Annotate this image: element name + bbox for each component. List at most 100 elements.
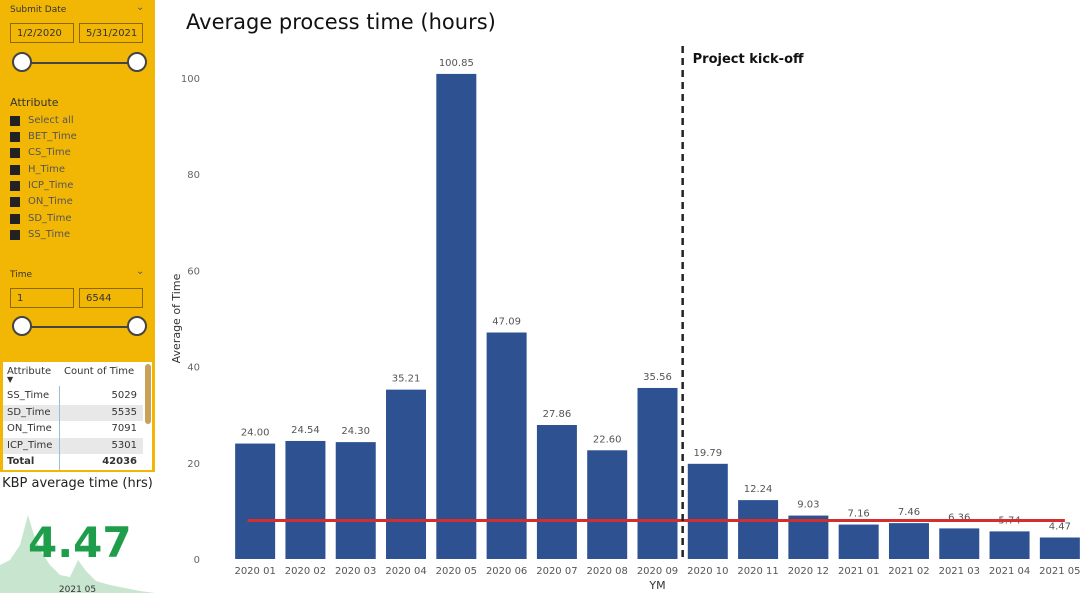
kpi-sparkline (0, 515, 155, 593)
bar[interactable] (587, 450, 628, 559)
data-label: 35.56 (643, 372, 672, 383)
attribute-option[interactable]: H_Time (10, 164, 65, 178)
y-axis-label: Average of Time (170, 273, 183, 363)
data-label: 27.86 (543, 409, 572, 420)
bar[interactable] (1039, 537, 1080, 559)
bar[interactable] (536, 424, 577, 559)
table-header: Attribute ▼ Count of Time (3, 362, 143, 386)
table-row: ICP_Time 5301 (3, 438, 143, 454)
x-tick-label: 2020 12 (788, 566, 829, 577)
bar-chart: 0 20 40 60 80 100 Average of Time 24.00 2020 01 2… (170, 46, 1081, 592)
checkbox-icon[interactable] (10, 164, 20, 175)
table-total-row: Total 42036 (7, 456, 137, 467)
attribute-option[interactable]: BET_Time (10, 131, 77, 145)
bar[interactable] (687, 463, 728, 559)
x-tick-label: 2020 09 (637, 566, 678, 577)
bar[interactable] (235, 443, 276, 559)
check-icon: ✓ (112, 538, 124, 554)
time-slider-min-handle[interactable] (12, 316, 32, 336)
bar[interactable] (285, 440, 326, 559)
bar[interactable] (888, 523, 929, 559)
table-scrollbar[interactable] (145, 364, 151, 424)
bar[interactable] (738, 500, 779, 559)
x-tick-label: 2020 11 (737, 566, 778, 577)
data-label: 24.30 (341, 426, 370, 437)
time-max-input[interactable]: 6544 (79, 288, 143, 308)
x-tick-label: 2021 03 (939, 566, 980, 577)
x-tick-label: 2020 04 (385, 566, 426, 577)
bar[interactable] (486, 332, 527, 559)
time-slicer-label: Time (10, 270, 33, 280)
data-label: 12.24 (744, 484, 773, 495)
bar[interactable] (386, 389, 427, 559)
checkbox-icon[interactable] (10, 196, 20, 207)
data-label: 9.03 (797, 500, 819, 511)
kpi-period: 2021 05 (58, 585, 97, 595)
checkbox-icon[interactable] (10, 213, 20, 224)
kpi-title: KBP average time (hrs) (2, 476, 153, 491)
bar[interactable] (989, 531, 1030, 559)
y-tick-label: 0 (194, 555, 200, 566)
chevron-down-icon[interactable]: ⌄ (136, 2, 145, 13)
bar[interactable] (436, 73, 477, 559)
time-min-input[interactable]: 1 (10, 288, 74, 308)
chart-title: Average process time (hours) (186, 10, 496, 34)
attribute-option[interactable]: ICP_Time (10, 180, 73, 194)
data-label: 35.21 (392, 374, 421, 385)
column-header-attribute[interactable]: Attribute (7, 366, 52, 377)
bar[interactable] (788, 515, 829, 559)
bar[interactable] (335, 442, 376, 559)
checkbox-icon[interactable] (10, 180, 20, 191)
data-label: 7.46 (898, 507, 920, 518)
time-slider-track[interactable] (22, 326, 138, 328)
data-label: 24.54 (291, 425, 320, 436)
submit-date-label: Submit Date (10, 5, 67, 15)
time-slider-max-handle[interactable] (127, 316, 147, 336)
checkbox-icon[interactable] (10, 115, 20, 126)
bar[interactable] (838, 524, 879, 559)
attribute-option[interactable]: Select all (10, 115, 74, 129)
checkbox-icon[interactable] (10, 229, 20, 240)
y-tick-label: 40 (187, 363, 200, 374)
filter-panel: Submit Date ⌄ 1/2/2020 5/31/2021 Attribu… (0, 0, 155, 472)
data-label: 7.16 (848, 509, 870, 520)
x-tick-label: 2021 04 (989, 566, 1030, 577)
data-label: 19.79 (693, 448, 722, 459)
bar[interactable] (939, 528, 980, 559)
attribute-option[interactable]: ON_Time (10, 196, 73, 210)
bar[interactable] (637, 387, 678, 559)
x-tick-label: 2020 07 (536, 566, 577, 577)
x-tick-label: 2020 08 (587, 566, 628, 577)
x-axis-label: YM (648, 579, 665, 592)
column-divider (59, 386, 60, 470)
data-label: 24.00 (241, 428, 270, 439)
y-tick-label: 80 (187, 170, 200, 181)
y-tick-label: 20 (187, 459, 200, 470)
y-tick-label: 60 (187, 266, 200, 277)
x-tick-label: 2020 01 (234, 566, 275, 577)
data-label: 22.60 (593, 434, 622, 445)
date-slider-track[interactable] (22, 62, 138, 64)
x-tick-label: 2020 02 (285, 566, 326, 577)
x-tick-label: 2020 10 (687, 566, 728, 577)
column-header-count[interactable]: Count of Time (64, 366, 135, 377)
date-slider-end-handle[interactable] (127, 52, 147, 72)
attribute-option[interactable]: CS_Time (10, 147, 71, 161)
chevron-down-icon[interactable]: ⌄ (136, 266, 145, 277)
data-label: 100.85 (439, 58, 474, 69)
table-row: SD_Time 5535 (3, 405, 143, 421)
attribute-option[interactable]: SD_Time (10, 213, 72, 227)
date-slider-start-handle[interactable] (12, 52, 32, 72)
attribute-option[interactable]: SS_Time (10, 229, 70, 243)
checkbox-icon[interactable] (10, 131, 20, 142)
data-label: 6.36 (948, 512, 970, 523)
start-date-input[interactable]: 1/2/2020 (10, 23, 74, 43)
x-tick-label: 2020 03 (335, 566, 376, 577)
y-tick-label: 100 (181, 74, 200, 85)
data-label: 47.09 (492, 316, 521, 327)
x-tick-label: 2020 05 (436, 566, 477, 577)
sort-desc-icon[interactable]: ▼ (7, 375, 14, 384)
end-date-input[interactable]: 5/31/2021 (79, 23, 143, 43)
checkbox-icon[interactable] (10, 147, 20, 158)
x-tick-label: 2020 06 (486, 566, 527, 577)
